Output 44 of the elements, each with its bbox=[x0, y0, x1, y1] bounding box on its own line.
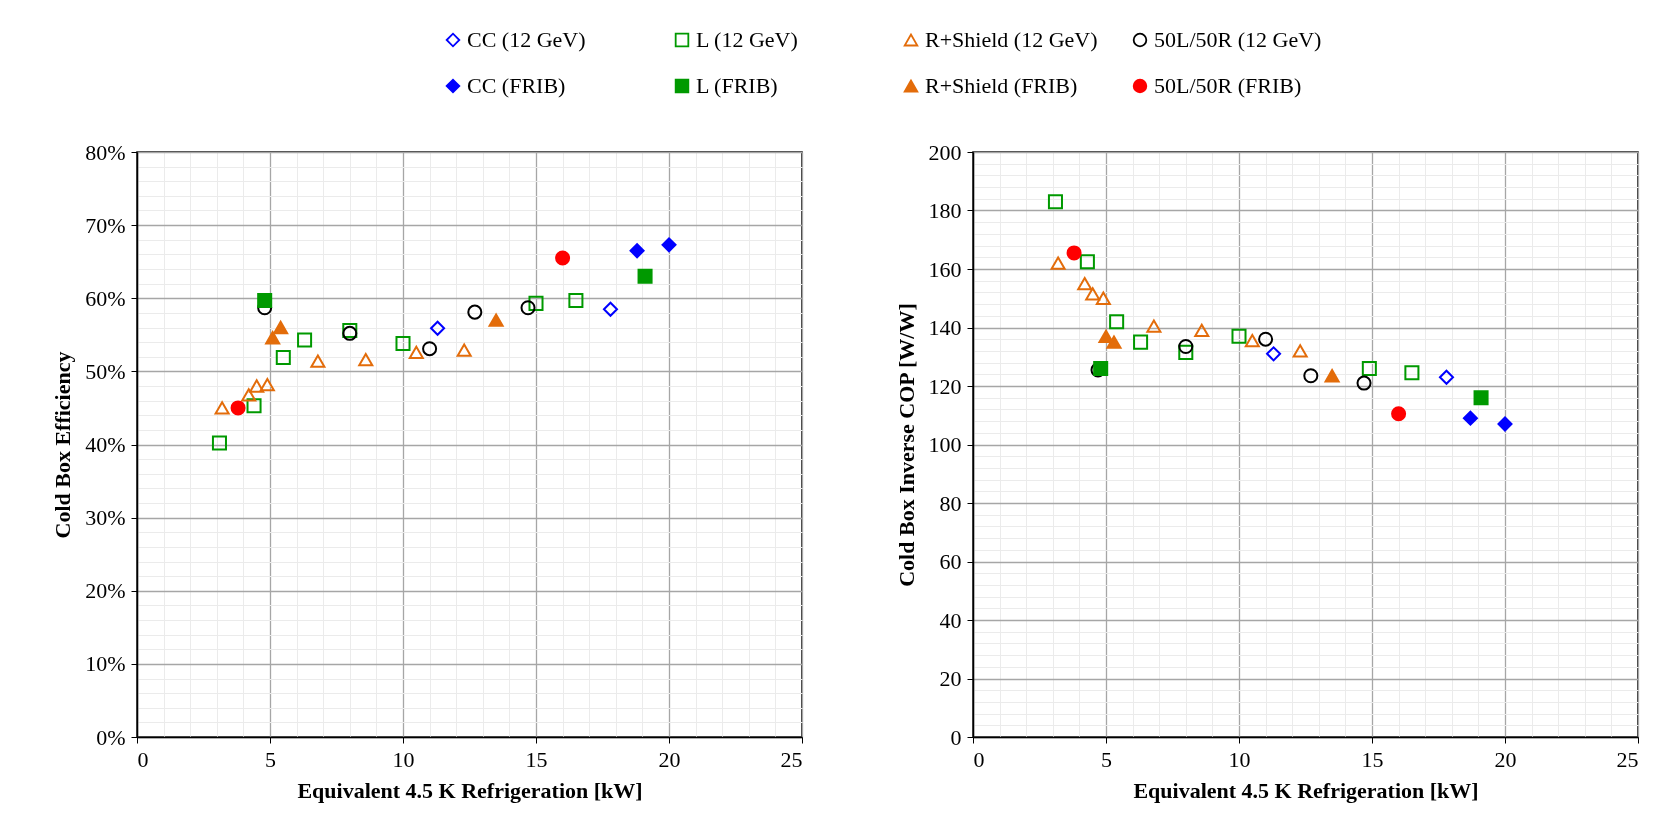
y-tick-label: 200 bbox=[928, 139, 962, 165]
legend-label: CC (FRIB) bbox=[467, 73, 566, 98]
y-tick-label: 80% bbox=[85, 139, 126, 165]
y-tick-label: 50% bbox=[85, 358, 126, 384]
y-tick-label: 140 bbox=[928, 315, 962, 340]
y-tick-label: 20 bbox=[939, 666, 962, 691]
x-tick-label: 5 bbox=[265, 746, 276, 772]
x-axis-title: Equivalent 4.5 K Refrigeration [kW] bbox=[297, 777, 643, 803]
legend-label: R+Shield (12 GeV) bbox=[925, 27, 1098, 52]
y-tick-label: 10% bbox=[85, 651, 126, 677]
y-tick-label: 160 bbox=[928, 256, 962, 282]
x-tick-label: 25 bbox=[1616, 746, 1639, 772]
y-tick-label: 40 bbox=[939, 607, 962, 633]
x-tick-label: 5 bbox=[1101, 746, 1112, 772]
y-tick-label: 120 bbox=[928, 373, 962, 399]
x-tick-label: 10 bbox=[1228, 746, 1251, 772]
y-tick-label: 60 bbox=[939, 549, 962, 574]
legend-label: CC (12 GeV) bbox=[467, 27, 586, 52]
legend-label: L (FRIB) bbox=[696, 73, 778, 98]
y-tick-label: 0 bbox=[950, 724, 962, 750]
y-tick-label: 70% bbox=[85, 212, 126, 238]
legend-label: L (12 GeV) bbox=[696, 27, 798, 52]
legend-label: 50L/50R (FRIB) bbox=[1154, 73, 1302, 98]
y-tick-label: 100 bbox=[928, 432, 962, 457]
y-axis-title: Cold Box Efficiency bbox=[50, 351, 76, 539]
y-tick-label: 40% bbox=[85, 432, 126, 457]
x-tick-label: 20 bbox=[1494, 746, 1517, 772]
y-tick-label: 0% bbox=[96, 724, 126, 750]
y-tick-label: 60% bbox=[85, 285, 126, 311]
x-tick-label: 15 bbox=[525, 746, 548, 772]
x-tick-label: 25 bbox=[780, 746, 803, 772]
x-tick-label: 15 bbox=[1361, 746, 1384, 772]
y-axis-title: Cold Box Inverse COP [W/W] bbox=[893, 303, 919, 587]
x-tick-label: 10 bbox=[392, 746, 415, 772]
x-tick-label: 0 bbox=[973, 746, 985, 772]
y-tick-label: 180 bbox=[928, 198, 962, 223]
x-tick-label: 0 bbox=[137, 746, 149, 772]
legend-label: R+Shield (FRIB) bbox=[925, 73, 1078, 98]
x-tick-label: 20 bbox=[658, 746, 681, 772]
x-axis-title: Equivalent 4.5 K Refrigeration [kW] bbox=[1133, 777, 1479, 803]
y-tick-label: 20% bbox=[85, 578, 126, 604]
y-tick-label: 30% bbox=[85, 505, 126, 531]
y-tick-label: 80 bbox=[939, 490, 962, 516]
legend-label: 50L/50R (12 GeV) bbox=[1154, 27, 1322, 52]
